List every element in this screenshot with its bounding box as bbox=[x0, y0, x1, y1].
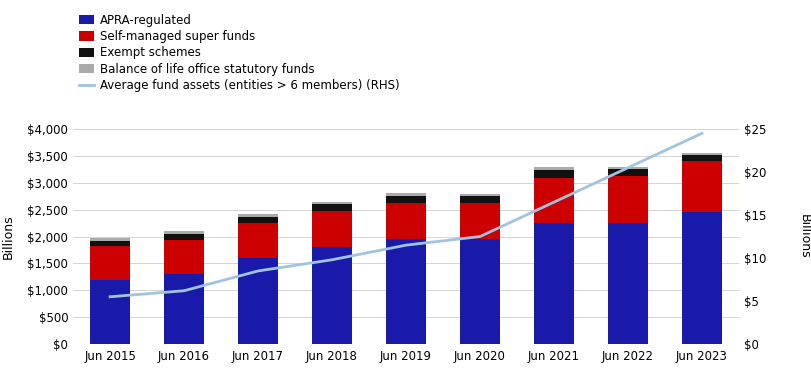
Bar bbox=[533, 178, 573, 223]
Average fund assets (entities > 6 members) (RHS) bbox=[105, 294, 115, 299]
Text: Billions: Billions bbox=[2, 214, 15, 259]
Bar bbox=[89, 246, 131, 280]
Text: Billions: Billions bbox=[796, 214, 809, 259]
Average fund assets (entities > 6 members) (RHS) bbox=[548, 200, 558, 204]
Average fund assets (entities > 6 members) (RHS) bbox=[179, 289, 189, 293]
Average fund assets (entities > 6 members) (RHS) bbox=[327, 257, 337, 262]
Bar bbox=[607, 167, 647, 169]
Line: Average fund assets (entities > 6 members) (RHS): Average fund assets (entities > 6 member… bbox=[110, 133, 701, 297]
Bar bbox=[164, 234, 204, 240]
Bar bbox=[238, 223, 278, 258]
Bar bbox=[311, 204, 352, 211]
Bar bbox=[459, 196, 500, 203]
Legend: APRA-regulated, Self-managed super funds, Exempt schemes, Balance of life office: APRA-regulated, Self-managed super funds… bbox=[79, 14, 399, 92]
Bar bbox=[533, 170, 573, 178]
Bar bbox=[238, 258, 278, 344]
Bar bbox=[459, 239, 500, 344]
Bar bbox=[385, 193, 426, 196]
Average fund assets (entities > 6 members) (RHS) bbox=[622, 165, 632, 170]
Bar bbox=[680, 161, 722, 212]
Average fund assets (entities > 6 members) (RHS) bbox=[696, 131, 706, 136]
Bar bbox=[385, 203, 426, 239]
Bar bbox=[533, 167, 573, 170]
Bar bbox=[385, 196, 426, 203]
Bar bbox=[164, 240, 204, 274]
Bar bbox=[607, 176, 647, 223]
Average fund assets (entities > 6 members) (RHS) bbox=[253, 269, 263, 273]
Bar bbox=[607, 223, 647, 344]
Bar bbox=[459, 203, 500, 239]
Bar bbox=[311, 202, 352, 204]
Bar bbox=[607, 169, 647, 176]
Bar bbox=[238, 214, 278, 217]
Bar bbox=[164, 231, 204, 234]
Bar bbox=[89, 280, 131, 344]
Bar bbox=[533, 223, 573, 344]
Bar bbox=[680, 155, 722, 161]
Bar bbox=[89, 238, 131, 241]
Bar bbox=[459, 194, 500, 196]
Average fund assets (entities > 6 members) (RHS) bbox=[474, 234, 484, 239]
Bar bbox=[311, 211, 352, 248]
Bar bbox=[311, 248, 352, 344]
Bar bbox=[164, 274, 204, 344]
Bar bbox=[89, 241, 131, 246]
Bar bbox=[680, 152, 722, 155]
Average fund assets (entities > 6 members) (RHS) bbox=[401, 243, 410, 248]
Bar bbox=[680, 212, 722, 344]
Bar bbox=[238, 217, 278, 223]
Bar bbox=[385, 239, 426, 344]
